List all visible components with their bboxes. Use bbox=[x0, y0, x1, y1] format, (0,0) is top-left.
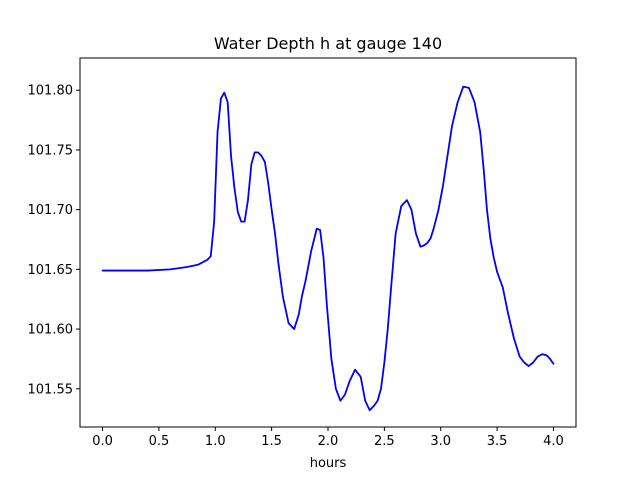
chart-title: Water Depth h at gauge 140 bbox=[214, 34, 442, 53]
plot-frame bbox=[79, 57, 577, 428]
y-tick-label: 101.75 bbox=[28, 143, 74, 158]
x-tick-label: 3.5 bbox=[487, 434, 508, 449]
x-tick-label: 1.5 bbox=[261, 434, 282, 449]
x-tick-label: 0.5 bbox=[149, 434, 170, 449]
y-tick-label: 101.55 bbox=[28, 382, 74, 397]
y-tick-label: 101.80 bbox=[28, 84, 74, 99]
x-tick-label: 0.0 bbox=[92, 434, 113, 449]
x-tick-label: 1.0 bbox=[205, 434, 226, 449]
y-tick-label: 101.65 bbox=[28, 263, 74, 278]
y-tick-label: 101.70 bbox=[28, 203, 74, 218]
x-tick-label: 2.5 bbox=[374, 434, 395, 449]
y-tick-label: 101.60 bbox=[28, 323, 74, 338]
x-tick-label: 2.0 bbox=[318, 434, 339, 449]
x-tick-label: 3.0 bbox=[430, 434, 451, 449]
plot-area: 0.0 0.5 1.0 1.5 2.0 2.5 3.0 3.5 4.0 101.55 101.60 1… bbox=[28, 57, 577, 449]
x-tick-label: 4.0 bbox=[543, 434, 564, 449]
series-line-0 bbox=[101, 85, 555, 412]
x-axis-label: hours bbox=[310, 456, 347, 471]
